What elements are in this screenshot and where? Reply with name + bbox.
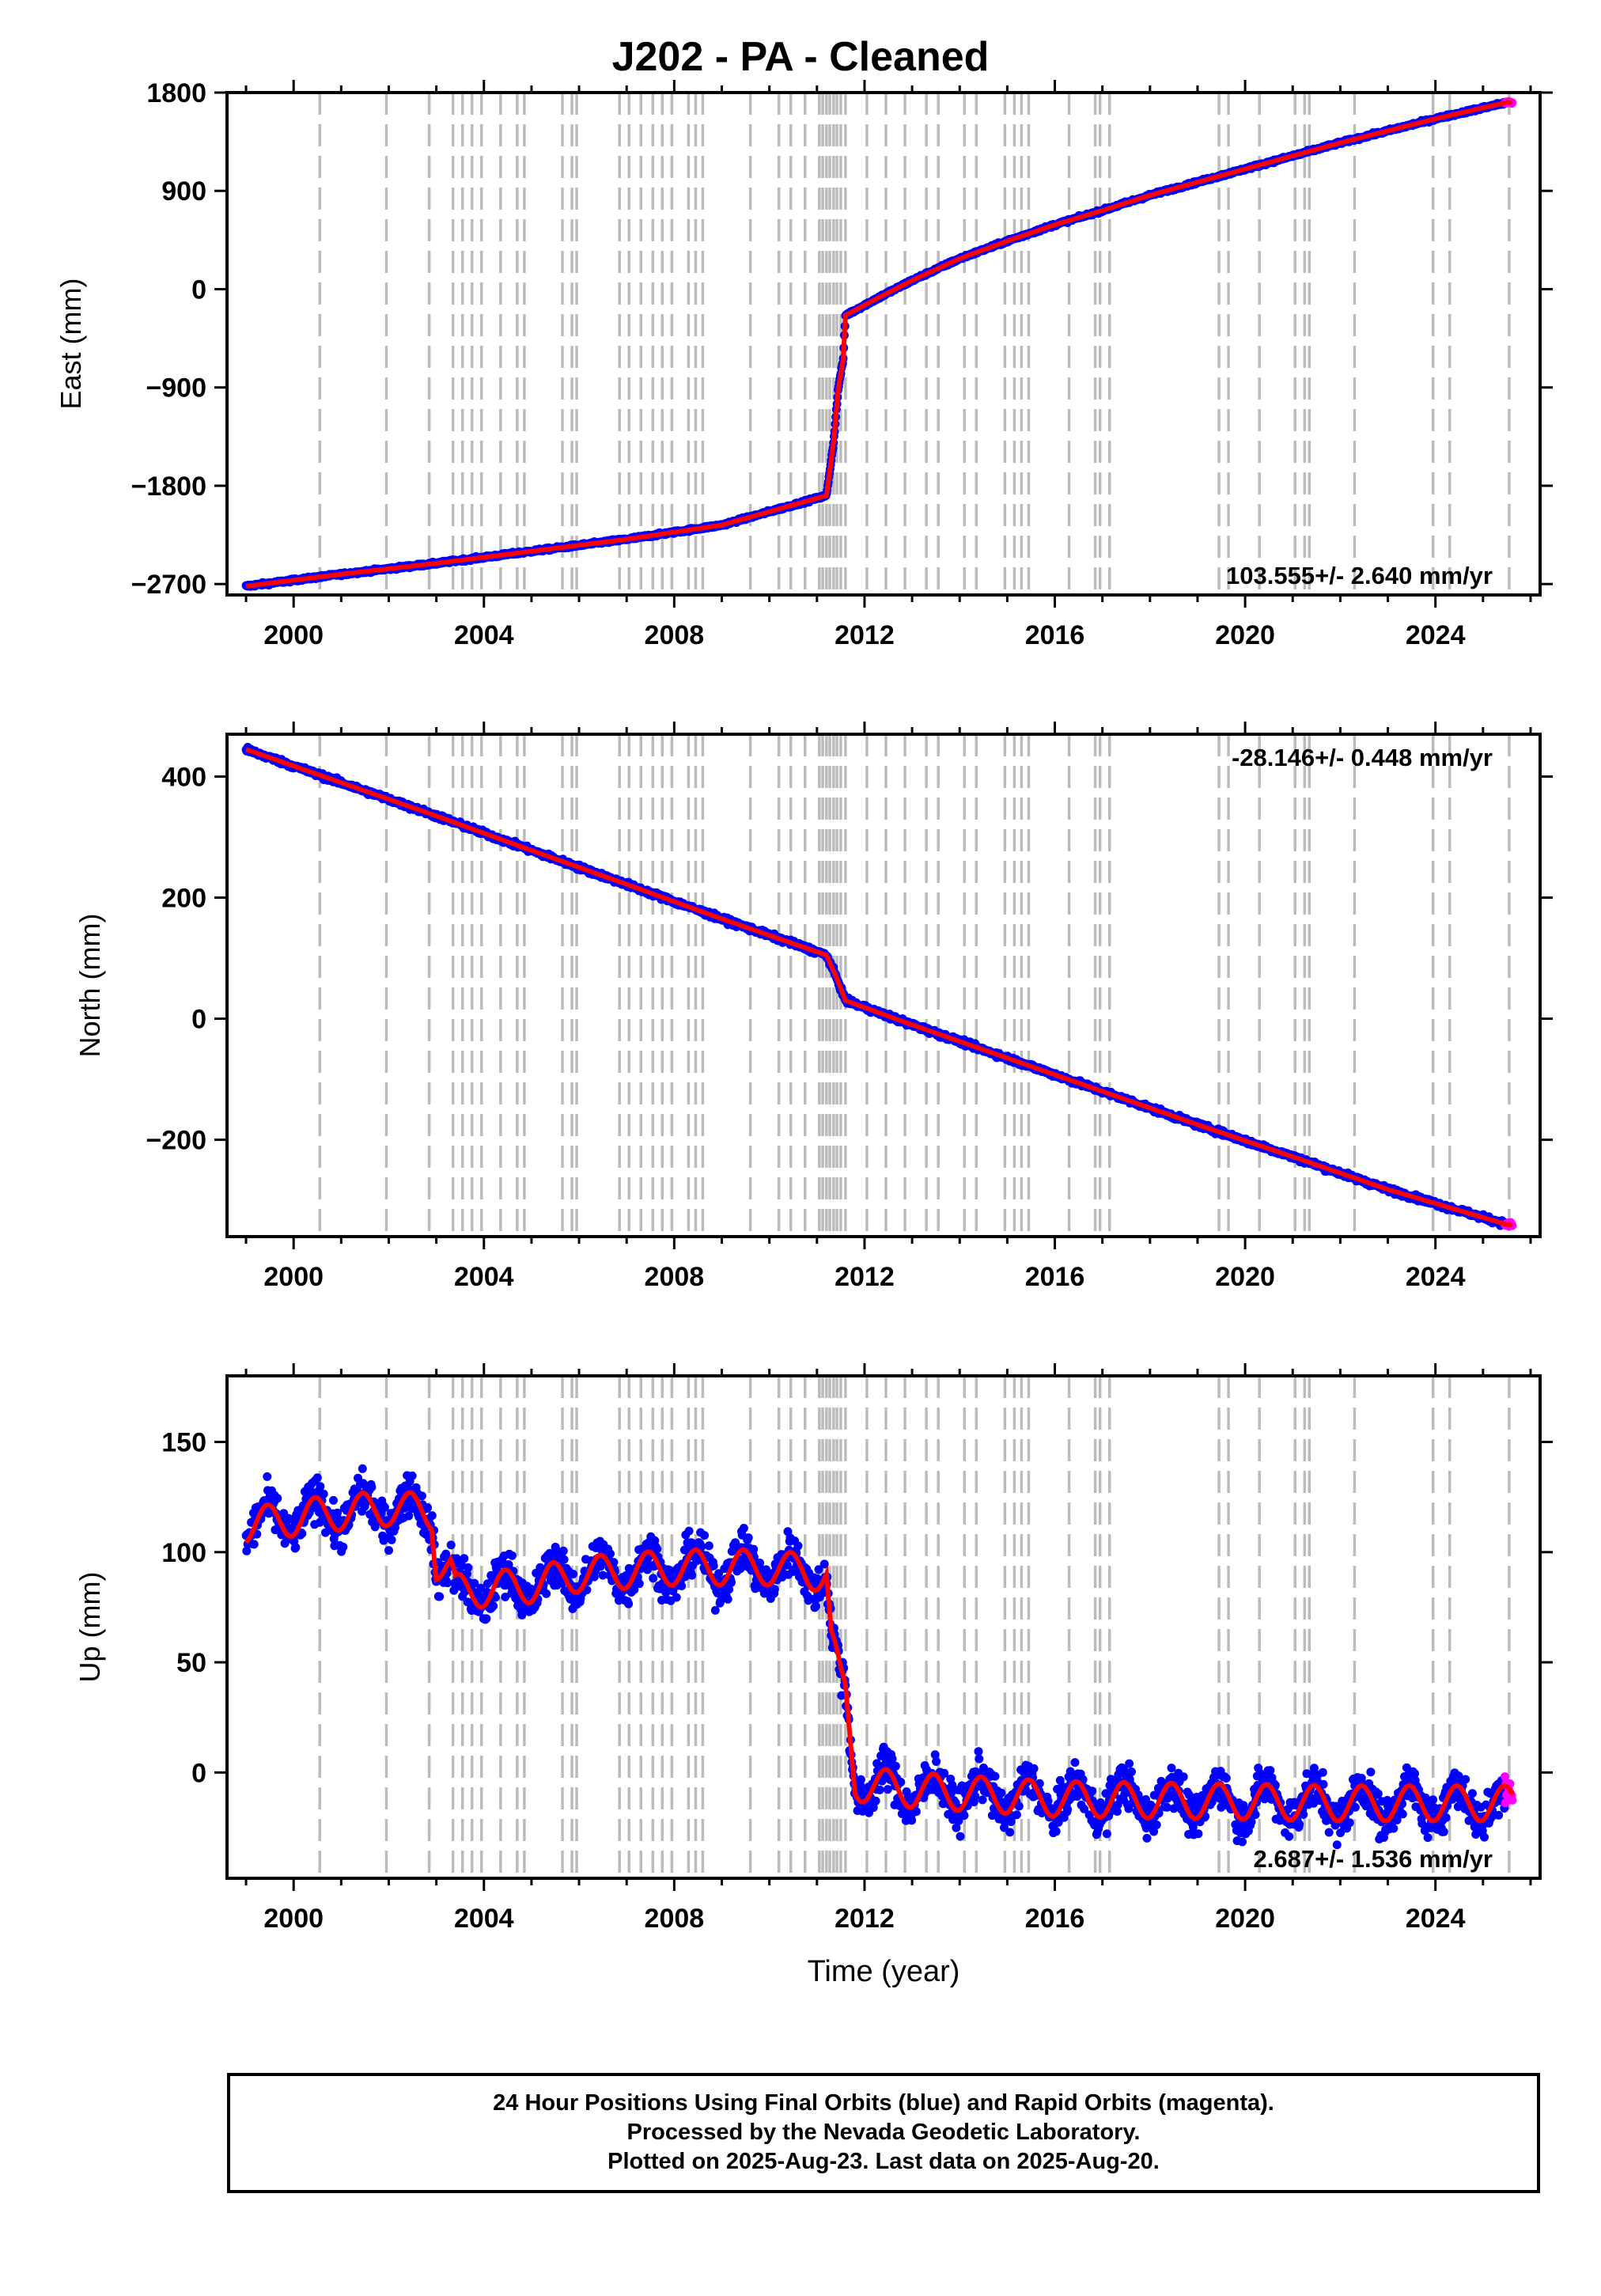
x-tick-label: 2004: [454, 620, 514, 650]
panel-east: 2000 2004 2008 2012 2016 2020 2024 1800 900 0 −900…: [55, 78, 1553, 650]
y-tick-label: −2700: [131, 570, 207, 600]
final-orbit-points-east: [241, 97, 1517, 591]
data-point: [319, 1489, 328, 1498]
final-orbit-points-up: [241, 1464, 1517, 1850]
plot-frame-east: [225, 91, 1542, 597]
y-tick-label: −900: [146, 373, 206, 404]
plot-area-north: [241, 734, 1517, 1237]
plot-area-east: [241, 93, 1517, 595]
data-point: [358, 1464, 367, 1473]
data-point: [291, 1543, 301, 1552]
panel-north: 2000 2004 2008 2012 2016 2020 20244002000−200N…: [74, 722, 1553, 1292]
y-axis-label: East (mm): [55, 278, 87, 410]
x-tick-label: 2012: [835, 1262, 895, 1292]
y-tick-label: −1800: [131, 472, 207, 502]
rate-label: 103.555+/- 2.640 mm/yr: [1226, 562, 1493, 589]
plot-area-up: [241, 1376, 1517, 1878]
x-tick-label: 2008: [645, 1262, 705, 1292]
x-tick-label: 2000: [263, 620, 324, 650]
x-tick-label: 2004: [454, 1262, 514, 1292]
y-tick-label: 1800: [146, 78, 206, 108]
x-tick-label: 2020: [1215, 620, 1275, 650]
x-tick-label: 2024: [1406, 620, 1466, 650]
x-tick-label: 2016: [1025, 1262, 1085, 1292]
y-tick-label: 900: [161, 176, 206, 206]
y-tick-label: 400: [161, 763, 206, 793]
data-point: [329, 1495, 338, 1505]
panel-up: 2000 2004 2008 2012 2016 2020 2024150100500Up …: [74, 1363, 1553, 1988]
x-tick-label: 2012: [835, 620, 895, 650]
y-axis-label: North (mm): [74, 914, 106, 1058]
model-line-east: [245, 100, 1513, 589]
data-point: [316, 1482, 325, 1491]
data-point: [273, 1494, 282, 1503]
y-tick-label: 0: [191, 1005, 206, 1035]
x-tick-label: 2024: [1406, 1262, 1466, 1292]
x-tick-label: 2008: [645, 620, 705, 650]
data-point: [263, 1472, 272, 1481]
rate-label: -28.146+/- 0.448 mm/yr: [1232, 744, 1493, 771]
x-tick-label: 2016: [1025, 620, 1085, 650]
y-tick-label: 0: [191, 275, 206, 305]
chart-title: J202 - PA - Cleaned: [611, 34, 990, 80]
y-tick-label: 200: [161, 884, 206, 914]
y-tick-label: −200: [146, 1126, 206, 1156]
data-point: [339, 1542, 348, 1552]
x-tick-label: 2000: [263, 1262, 324, 1292]
data-point: [312, 1473, 322, 1483]
data-point: [249, 1540, 259, 1549]
x-tick-label: 2020: [1215, 1262, 1275, 1292]
